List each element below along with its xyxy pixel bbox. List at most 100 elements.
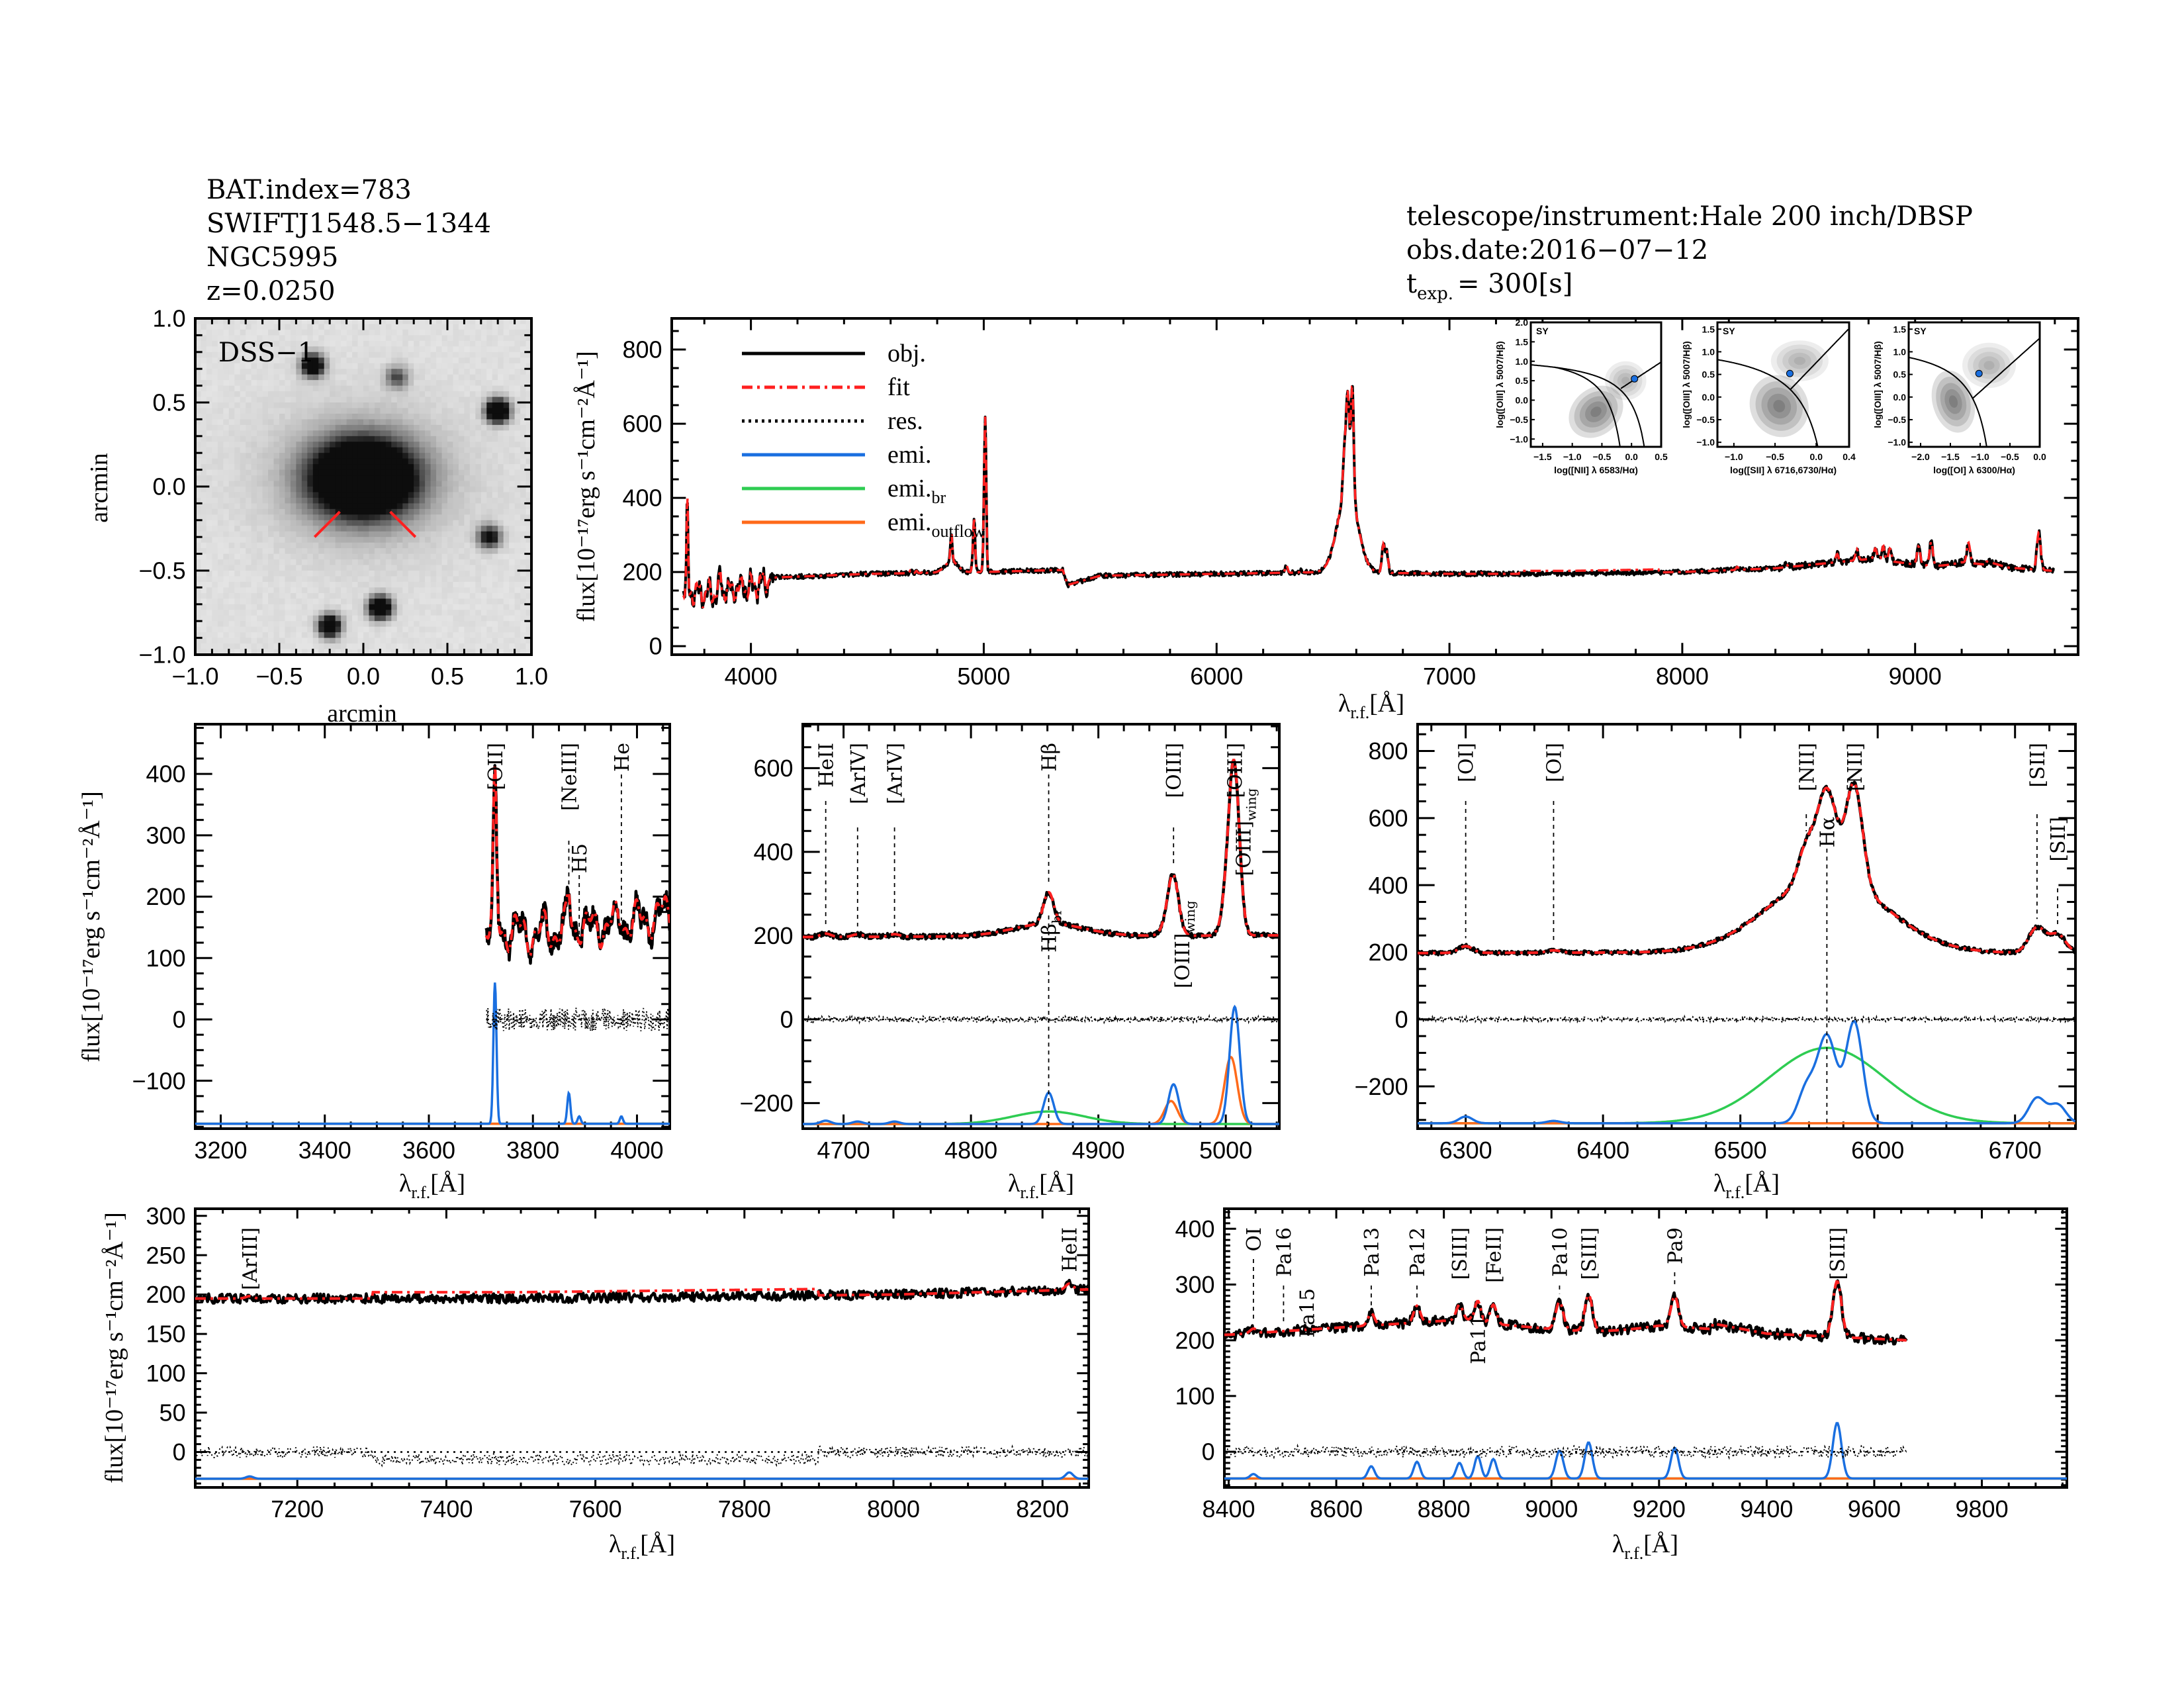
image-pixel	[391, 430, 398, 437]
y-axis-label-row3: flux[10⁻¹⁷erg s⁻¹cm⁻²Å⁻¹]	[101, 1212, 128, 1483]
image-pixel	[290, 374, 296, 381]
image-pixel	[318, 503, 325, 510]
density-contour	[1940, 383, 1967, 420]
image-pixel	[335, 621, 341, 628]
image-pixel	[296, 453, 302, 459]
image-pixel	[217, 497, 224, 504]
image-pixel	[206, 408, 212, 414]
image-pixel	[414, 581, 420, 588]
image-pixel	[346, 458, 353, 465]
image-pixel	[223, 329, 230, 336]
image-pixel	[212, 487, 218, 493]
image-pixel	[391, 571, 398, 577]
image-pixel	[268, 576, 275, 583]
image-pixel	[312, 576, 319, 583]
image-pixel	[480, 542, 487, 549]
image-pixel	[458, 318, 465, 325]
image-pixel	[228, 514, 235, 521]
image-pixel	[285, 352, 291, 358]
image-pixel	[296, 318, 302, 325]
image-pixel	[279, 571, 286, 577]
image-pixel	[318, 553, 325, 560]
image-pixel	[419, 492, 426, 498]
image-pixel	[357, 571, 364, 577]
image-pixel	[509, 380, 516, 387]
image-pixel	[240, 419, 246, 426]
image-pixel	[408, 503, 414, 510]
image-pixel	[206, 553, 212, 560]
y-axis-label-image: arcmin	[85, 453, 113, 523]
image-pixel	[498, 553, 504, 560]
image-pixel	[330, 526, 336, 532]
image-pixel	[464, 649, 471, 655]
image-pixel	[480, 469, 487, 476]
image-pixel	[223, 324, 230, 330]
image-pixel	[414, 340, 420, 347]
image-pixel	[279, 481, 286, 487]
image-pixel	[475, 526, 482, 532]
image-pixel	[514, 581, 521, 588]
image-pixel	[425, 492, 432, 498]
image-pixel	[385, 587, 392, 594]
bpt-density	[1909, 338, 2040, 447]
x-tick-label: 8400	[1202, 1495, 1255, 1523]
image-pixel	[217, 632, 224, 639]
image-pixel	[396, 604, 403, 610]
image-pixel	[234, 318, 241, 325]
image-pixel	[285, 503, 291, 510]
image-pixel	[268, 548, 275, 555]
image-pixel	[380, 442, 387, 448]
image-pixel	[492, 419, 498, 426]
image-pixel	[307, 464, 314, 471]
image-pixel	[363, 637, 370, 644]
image-pixel	[212, 565, 218, 571]
image-pixel	[307, 458, 314, 465]
image-pixel	[335, 632, 341, 639]
image-pixel	[458, 447, 465, 453]
image-pixel	[217, 542, 224, 549]
image-pixel	[374, 329, 381, 336]
image-pixel	[195, 369, 202, 375]
image-pixel	[201, 436, 207, 442]
image-pixel	[363, 453, 370, 459]
image-pixel	[408, 357, 414, 364]
image-pixel	[234, 369, 241, 375]
bpt-inset-1: −1.5 −1.0 −0.5 0.0 0.5−1.0−0.50.00.51.01.52.…	[1494, 317, 1668, 475]
image-pixel	[385, 419, 392, 426]
image-pixel	[480, 626, 487, 633]
image-pixel	[279, 374, 286, 381]
image-pixel	[262, 615, 269, 622]
image-pixel	[374, 475, 381, 482]
image-pixel	[341, 604, 347, 610]
image-pixel	[458, 637, 465, 644]
galaxy-name: NGC5995	[206, 242, 338, 273]
image-pixel	[475, 571, 482, 577]
image-pixel	[357, 503, 364, 510]
image-pixel	[217, 592, 224, 599]
image-pixel	[330, 408, 336, 414]
image-pixel	[380, 329, 387, 336]
image-pixel	[441, 492, 448, 498]
image-pixel	[251, 340, 257, 347]
image-pixel	[346, 643, 353, 650]
image-pixel	[228, 520, 235, 526]
image-pixel	[279, 576, 286, 583]
image-pixel	[217, 581, 224, 588]
image-pixel	[240, 385, 246, 392]
image-pixel	[425, 587, 432, 594]
image-pixel	[268, 598, 275, 605]
image-pixel	[509, 458, 516, 465]
image-pixel	[447, 391, 454, 398]
image-pixel	[307, 514, 314, 521]
image-pixel	[464, 526, 471, 532]
image-pixel	[363, 581, 370, 588]
image-pixel	[290, 637, 296, 644]
image-pixel	[363, 324, 370, 330]
image-pixel	[357, 526, 364, 532]
image-pixel	[246, 340, 252, 347]
image-pixel	[514, 397, 521, 403]
image-pixel	[441, 548, 448, 555]
image-pixel	[195, 329, 202, 336]
image-pixel	[503, 559, 510, 566]
image-pixel	[486, 610, 493, 616]
